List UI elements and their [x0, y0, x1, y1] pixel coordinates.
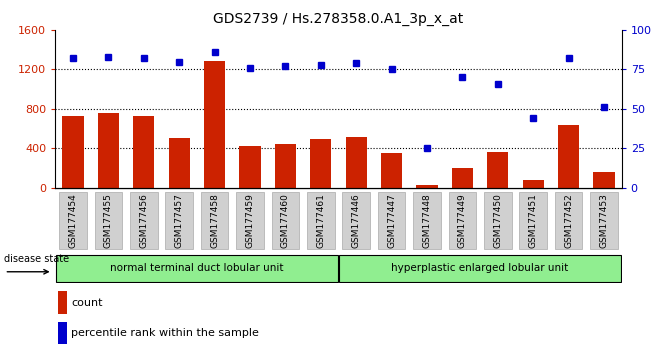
Title: GDS2739 / Hs.278358.0.A1_3p_x_at: GDS2739 / Hs.278358.0.A1_3p_x_at [214, 12, 464, 26]
Text: normal terminal duct lobular unit: normal terminal duct lobular unit [110, 263, 284, 273]
Bar [62, 116, 83, 188]
Bar [275, 144, 296, 188]
Text: GSM177451: GSM177451 [529, 193, 538, 248]
Text: count: count [71, 298, 102, 308]
FancyBboxPatch shape [165, 192, 193, 249]
Bar [240, 146, 260, 188]
FancyBboxPatch shape [307, 192, 335, 249]
Bar [133, 116, 154, 188]
FancyBboxPatch shape [59, 192, 87, 249]
Bar [98, 113, 119, 188]
FancyBboxPatch shape [56, 255, 338, 282]
Text: GSM177460: GSM177460 [281, 193, 290, 248]
Bar [58, 291, 66, 314]
Text: percentile rank within the sample: percentile rank within the sample [71, 328, 259, 338]
FancyBboxPatch shape [555, 192, 583, 249]
FancyBboxPatch shape [449, 192, 477, 249]
Text: GSM177457: GSM177457 [174, 193, 184, 248]
FancyBboxPatch shape [339, 255, 621, 282]
FancyBboxPatch shape [236, 192, 264, 249]
FancyBboxPatch shape [378, 192, 406, 249]
Text: GSM177461: GSM177461 [316, 193, 326, 248]
Text: GSM177455: GSM177455 [104, 193, 113, 248]
Text: GSM177450: GSM177450 [493, 193, 503, 248]
Bar [381, 153, 402, 188]
FancyBboxPatch shape [201, 192, 229, 249]
Bar [452, 168, 473, 188]
FancyBboxPatch shape [590, 192, 618, 249]
Text: GSM177447: GSM177447 [387, 193, 396, 247]
Bar [310, 139, 331, 188]
Text: GSM177456: GSM177456 [139, 193, 148, 248]
Text: GSM177458: GSM177458 [210, 193, 219, 248]
FancyBboxPatch shape [413, 192, 441, 249]
Text: GSM177446: GSM177446 [352, 193, 361, 247]
Text: disease state: disease state [5, 254, 70, 264]
Bar [204, 61, 225, 188]
FancyBboxPatch shape [484, 192, 512, 249]
Text: GSM177459: GSM177459 [245, 193, 255, 248]
Bar [346, 137, 367, 188]
FancyBboxPatch shape [271, 192, 299, 249]
Text: GSM177448: GSM177448 [422, 193, 432, 247]
Bar [487, 152, 508, 188]
Text: GSM177453: GSM177453 [600, 193, 609, 248]
FancyBboxPatch shape [130, 192, 158, 249]
Text: GSM177449: GSM177449 [458, 193, 467, 247]
Text: GSM177452: GSM177452 [564, 193, 573, 247]
Bar [169, 138, 190, 188]
Bar [558, 125, 579, 188]
Bar [58, 322, 66, 344]
FancyBboxPatch shape [519, 192, 547, 249]
Text: hyperplastic enlarged lobular unit: hyperplastic enlarged lobular unit [391, 263, 569, 273]
FancyBboxPatch shape [94, 192, 122, 249]
FancyBboxPatch shape [342, 192, 370, 249]
Bar [417, 185, 437, 188]
Text: GSM177454: GSM177454 [68, 193, 77, 247]
Bar [593, 172, 615, 188]
Bar [523, 180, 544, 188]
